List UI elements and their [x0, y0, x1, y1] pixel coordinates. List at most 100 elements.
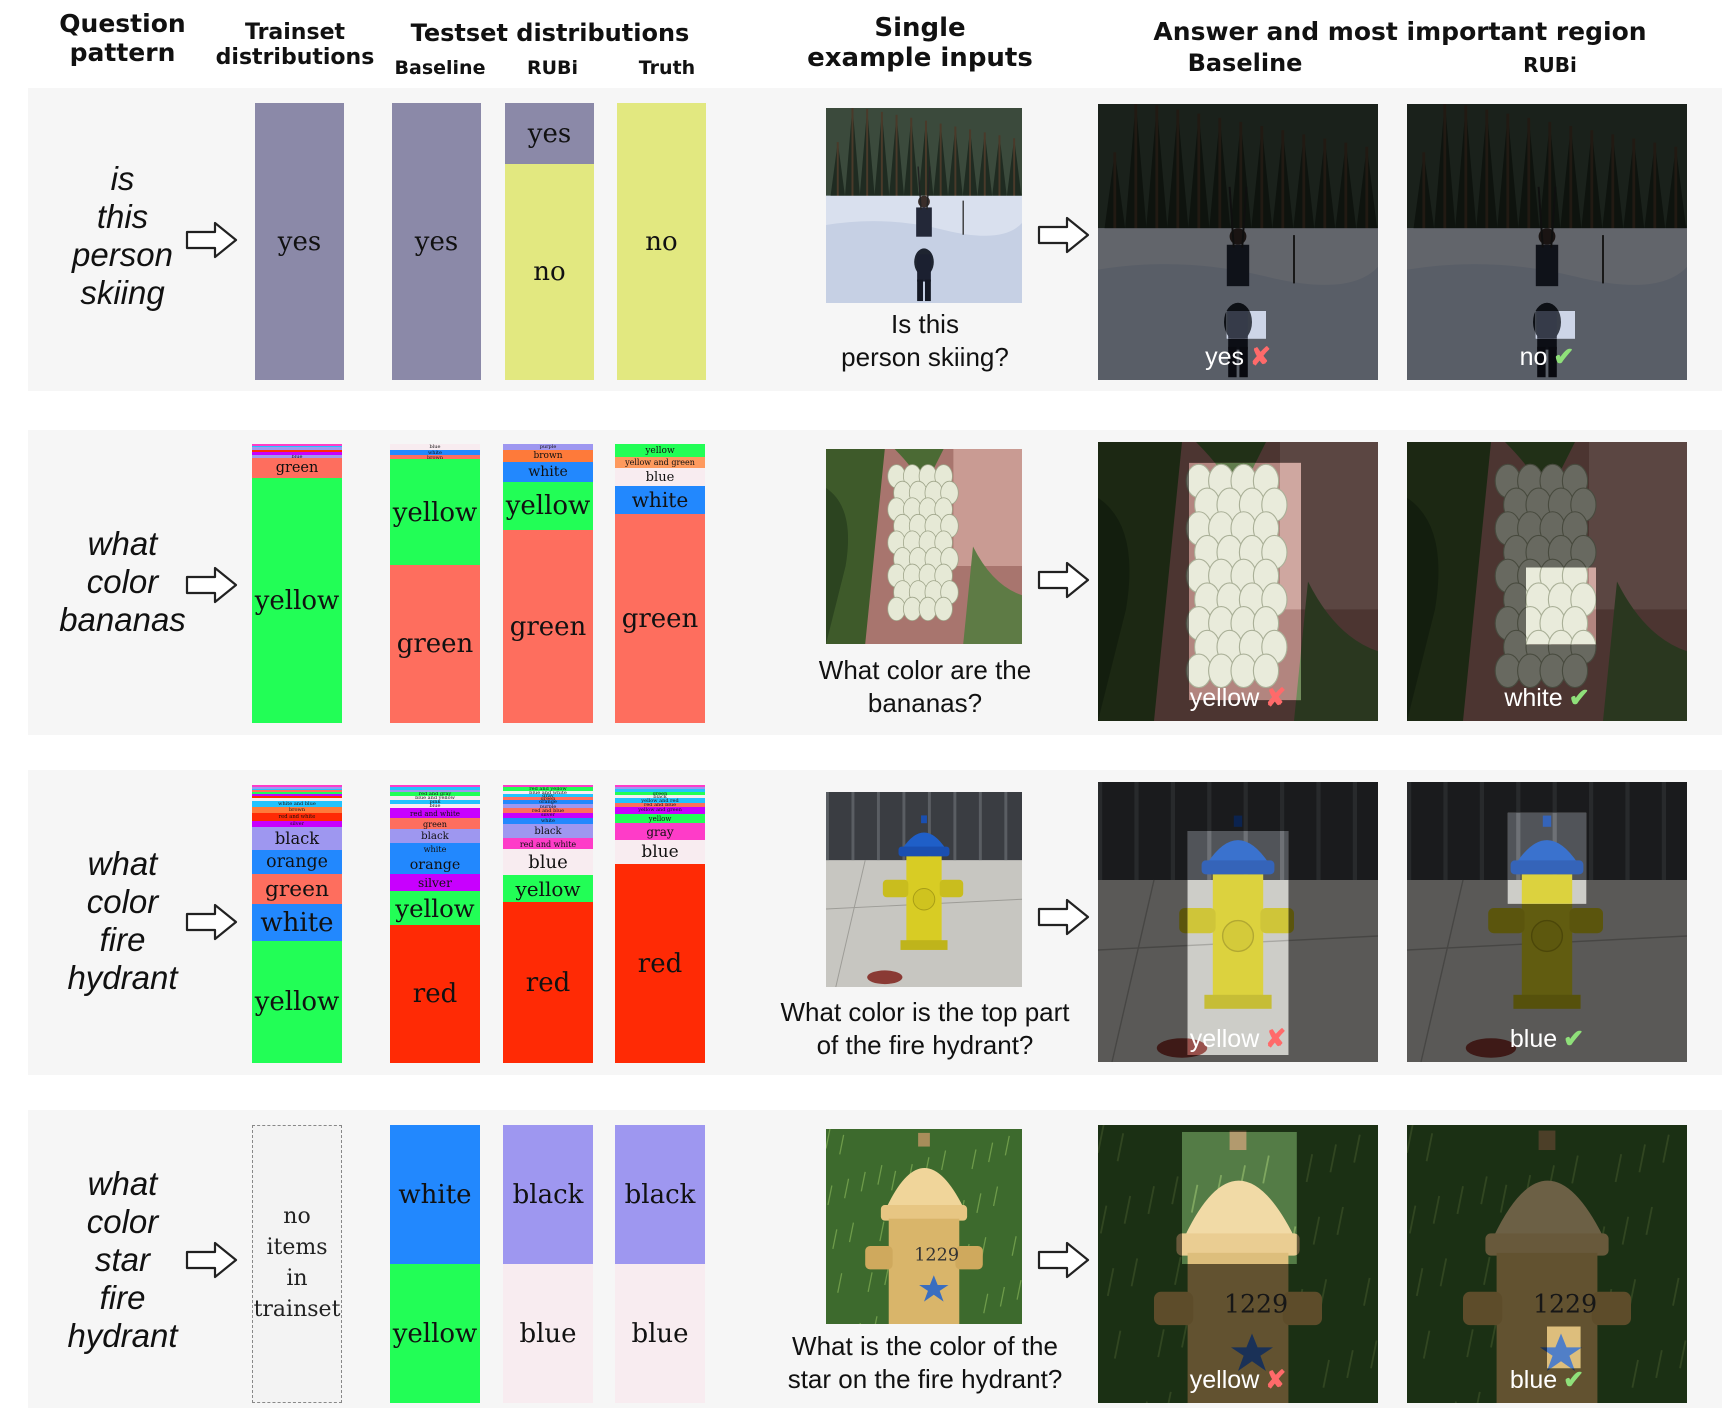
rubi-answer-label: white ✔ [1407, 683, 1687, 713]
bar-segment: black [503, 824, 593, 839]
check-icon: ✔ [1563, 1025, 1585, 1053]
no-items-box: no items in trainset [252, 1125, 342, 1403]
bar-segment: red [390, 925, 480, 1063]
header-line: Trainset [244, 20, 346, 45]
answer-text: blue [1509, 1366, 1558, 1394]
answer-text: yellow [1189, 684, 1260, 712]
svg-text:1229: 1229 [914, 1246, 959, 1266]
cross-icon: ✘ [1249, 343, 1271, 371]
pattern-word: hydrant [67, 958, 178, 996]
bar-segment: white [390, 843, 480, 856]
bar-segment [615, 785, 705, 788]
pattern-word: is [110, 160, 135, 197]
truth-bar: black blue [615, 1125, 705, 1403]
right-arrow-icon [185, 902, 239, 942]
pattern-word: star [94, 1240, 150, 1278]
bar-segment: green [503, 530, 593, 723]
right-arrow-icon [1037, 215, 1091, 255]
cross-icon: ✘ [1265, 1025, 1287, 1053]
bar-segment [252, 790, 342, 793]
bar-segment: yellow [390, 459, 480, 566]
bar-segment: black [390, 829, 480, 844]
bar-segment: yellow [252, 940, 342, 1063]
bar-segment: red [615, 863, 705, 1063]
pattern-word: color [86, 882, 159, 920]
question-line: bananas? [867, 687, 983, 718]
bar-segment [252, 794, 342, 797]
question-pattern: what color star fire hydrant [40, 1165, 205, 1355]
right-arrow-icon [185, 1240, 239, 1280]
bar-segment [615, 789, 705, 793]
bar-segment: yes [255, 103, 344, 380]
header-single: Single example inputs [790, 13, 1050, 74]
right-arrow-icon [185, 565, 239, 605]
bar-segment: black [503, 1125, 593, 1265]
bar-segment: green [252, 874, 342, 905]
rubi-bar: black blue [503, 1125, 593, 1403]
check-icon: ✔ [1568, 684, 1590, 712]
bar-segment: yellow [390, 1264, 480, 1403]
baseline-bar: red and gray blue and yellow pink blue red a… [390, 785, 480, 1063]
bar-segment: blue [390, 444, 480, 451]
bar-segment: yellow and green [615, 456, 705, 469]
example-question: What is the color of the star on the fire… [760, 1330, 1090, 1395]
bar-segment: red and white [390, 807, 480, 819]
example-photo: 1229 [826, 1129, 1022, 1324]
bar-segment: purple [503, 804, 593, 809]
right-arrow-icon [1037, 1240, 1091, 1280]
bar-segment [252, 447, 342, 451]
bar-segment [252, 444, 342, 447]
rubi-answer-image [1407, 442, 1687, 721]
bar-segment: silver [390, 874, 480, 892]
pattern-word: color [86, 562, 159, 600]
pattern-word: person [72, 235, 173, 273]
answer-text: yes [1205, 343, 1244, 371]
trainset-bar: blue green yellow [252, 444, 342, 723]
header-question-pattern: Question pattern [40, 9, 205, 68]
bar-segment: yellow [503, 874, 593, 903]
no-items-word: items [266, 1235, 328, 1261]
answer-text: yellow [1189, 1025, 1260, 1053]
bar-segment: green [615, 791, 705, 796]
bar-segment: orange [252, 849, 342, 875]
trainset-bar: yes [255, 103, 344, 380]
bar-segment: brown [252, 806, 342, 814]
bar-segment [252, 788, 342, 792]
bar-segment: yellow [252, 478, 342, 723]
bar-segment: blue [503, 849, 593, 876]
header-answer-rubi: RUBi [1523, 53, 1577, 77]
cross-icon: ✘ [1265, 684, 1287, 712]
bar-segment: brown [390, 455, 480, 460]
truth-bar: no [617, 103, 706, 380]
bar-segment: blue [390, 803, 480, 809]
no-items-word: no [283, 1204, 311, 1230]
rubi-answer-image [1407, 782, 1687, 1062]
bar-segment: blue [615, 1264, 705, 1403]
bar-segment: silver [252, 820, 342, 828]
header-answer: Answer and most important region [1153, 17, 1647, 46]
bar-segment: orange [390, 854, 480, 875]
check-icon: ✔ [1553, 343, 1575, 371]
bar-segment: pink [390, 800, 480, 805]
bar-segment [390, 787, 480, 791]
bar-segment: yes [505, 103, 594, 165]
bar-segment [252, 449, 342, 453]
bar-segment: black [615, 795, 705, 799]
bar-segment: blue [615, 840, 705, 865]
example-question: What color are the bananas? [760, 654, 1090, 719]
rubi-bar: yes no [505, 103, 594, 380]
question-pattern: is this person skiing [40, 160, 205, 312]
cross-icon: ✘ [1265, 1366, 1287, 1394]
header-test-truth: Truth [638, 57, 696, 79]
bar-segment: silver [503, 812, 593, 819]
bar-segment: gray [615, 823, 705, 841]
bar-segment: white [390, 1125, 480, 1265]
header-line: example inputs [807, 42, 1033, 73]
rubi-answer-label: blue ✔ [1407, 1024, 1687, 1054]
bar-segment: white [615, 485, 705, 515]
header-answer-baseline: Baseline [1187, 49, 1303, 77]
header-test-rubi: RUBi [526, 57, 579, 79]
bar-segment: purple [503, 444, 593, 451]
bar-segment [615, 787, 705, 791]
